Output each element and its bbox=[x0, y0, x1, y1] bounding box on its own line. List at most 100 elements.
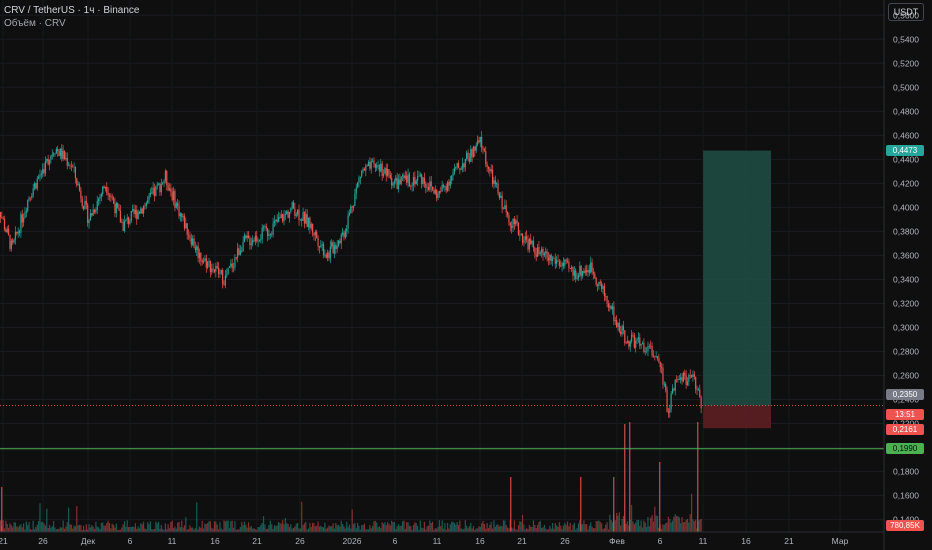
volume-bar bbox=[550, 528, 552, 532]
volume-bar bbox=[258, 526, 261, 532]
candle-body bbox=[10, 240, 12, 249]
volume-bar bbox=[457, 524, 460, 532]
candle-body bbox=[231, 263, 233, 268]
candle-body bbox=[648, 345, 650, 347]
candle-body bbox=[29, 197, 32, 199]
volume-bar bbox=[335, 522, 337, 532]
time-tick-label: 26 bbox=[560, 536, 570, 546]
long-position-tool[interactable] bbox=[703, 150, 771, 429]
volume-spike bbox=[613, 477, 615, 532]
volume-bar bbox=[55, 529, 57, 532]
time-tick-label: 2026 bbox=[343, 536, 362, 546]
candle-body bbox=[481, 136, 483, 148]
volume-spike bbox=[624, 424, 626, 532]
time-axis[interactable]: 21 26 Дек 6 11 16 21 26 2026 6 11 16 21 26 Фев 6 11 16 21 М… bbox=[0, 531, 884, 546]
volume-bar bbox=[95, 521, 97, 532]
volume-bar bbox=[543, 524, 545, 532]
candle-body bbox=[512, 218, 514, 229]
candle-body bbox=[273, 221, 276, 224]
candle-body bbox=[629, 341, 631, 347]
volume-bar bbox=[452, 521, 454, 532]
volume-bar bbox=[27, 525, 29, 532]
candle-body bbox=[568, 261, 570, 269]
candle-body bbox=[598, 282, 600, 286]
candle-body bbox=[397, 179, 400, 190]
volume-bar bbox=[528, 524, 530, 532]
candle-body bbox=[160, 184, 162, 193]
time-tick-label: 6 bbox=[128, 536, 133, 546]
candle-body bbox=[329, 246, 331, 259]
volume-bar bbox=[81, 529, 83, 532]
candle-body bbox=[618, 322, 620, 332]
volume-bar bbox=[505, 525, 507, 532]
currency-button[interactable]: USDT bbox=[888, 3, 924, 21]
volume-legend[interactable]: Объём · CRV bbox=[4, 18, 66, 29]
candle-body bbox=[531, 240, 533, 244]
volume-bar bbox=[238, 529, 240, 532]
candle-body bbox=[378, 165, 381, 172]
candle-body bbox=[496, 183, 498, 185]
price-tick-label: 0,3600 bbox=[893, 250, 919, 260]
candle-body bbox=[208, 260, 210, 262]
candle-body bbox=[476, 140, 479, 145]
candle-body bbox=[46, 158, 48, 162]
candle-body bbox=[404, 175, 406, 179]
support-price-tag: 0,1990 bbox=[886, 443, 924, 455]
candle-body bbox=[110, 195, 112, 198]
volume-bar bbox=[155, 521, 157, 532]
volume-bar bbox=[297, 522, 299, 532]
candle-body bbox=[524, 236, 526, 241]
candle-body bbox=[389, 175, 391, 179]
volume-bar bbox=[213, 521, 216, 532]
candle-body bbox=[277, 217, 280, 222]
volume-bar bbox=[337, 524, 340, 532]
volume-bar bbox=[697, 520, 700, 532]
volume-bar bbox=[273, 525, 276, 532]
candle-body bbox=[127, 217, 130, 224]
candle-body bbox=[153, 187, 156, 196]
candle-body bbox=[575, 270, 577, 279]
candle-body bbox=[372, 160, 374, 162]
candle-body bbox=[215, 266, 217, 272]
volume-bar bbox=[644, 522, 646, 532]
candle-body bbox=[103, 186, 105, 189]
volume-bar bbox=[635, 522, 637, 532]
volume-bar bbox=[98, 527, 100, 532]
volume-bar bbox=[153, 529, 156, 532]
price-axis[interactable]: 0,5600 0,5400 0,5200 0,5000 0,4800 0,4600 0,44… bbox=[883, 0, 932, 550]
volume-bar bbox=[151, 529, 153, 532]
candle-body bbox=[196, 246, 198, 251]
volume-bar bbox=[425, 529, 427, 532]
candle-body bbox=[380, 163, 382, 172]
volume-bar bbox=[224, 521, 226, 532]
volume-bar bbox=[267, 528, 269, 532]
volume-bar bbox=[130, 526, 132, 532]
candle-body bbox=[455, 166, 457, 169]
volume-bar bbox=[340, 520, 342, 532]
symbol-title[interactable]: CRV / TetherUS · 1ч · Binance bbox=[4, 5, 140, 16]
candle-body bbox=[395, 177, 397, 181]
candle-body bbox=[406, 175, 408, 183]
volume-bar bbox=[530, 526, 532, 532]
time-tick-label: 6 bbox=[658, 536, 663, 546]
candle-body bbox=[433, 190, 435, 194]
candle-body bbox=[53, 153, 55, 155]
candle-body bbox=[452, 173, 454, 176]
volume-bar bbox=[286, 523, 288, 532]
volume-bar bbox=[200, 527, 202, 532]
time-tick-label: Дек bbox=[81, 536, 95, 546]
volume-bar bbox=[123, 521, 126, 532]
candle-body bbox=[243, 235, 246, 243]
volume-bar bbox=[591, 526, 593, 532]
volume-bar bbox=[38, 521, 40, 532]
volume-bar bbox=[31, 529, 33, 532]
volume-bar bbox=[230, 521, 232, 532]
volume-bar bbox=[84, 529, 86, 532]
candle-body bbox=[136, 209, 138, 219]
volume-bar bbox=[241, 521, 243, 532]
candle-body bbox=[69, 165, 71, 166]
candle-body bbox=[423, 177, 426, 184]
volume-bar bbox=[172, 528, 175, 532]
candle-body bbox=[85, 200, 87, 205]
